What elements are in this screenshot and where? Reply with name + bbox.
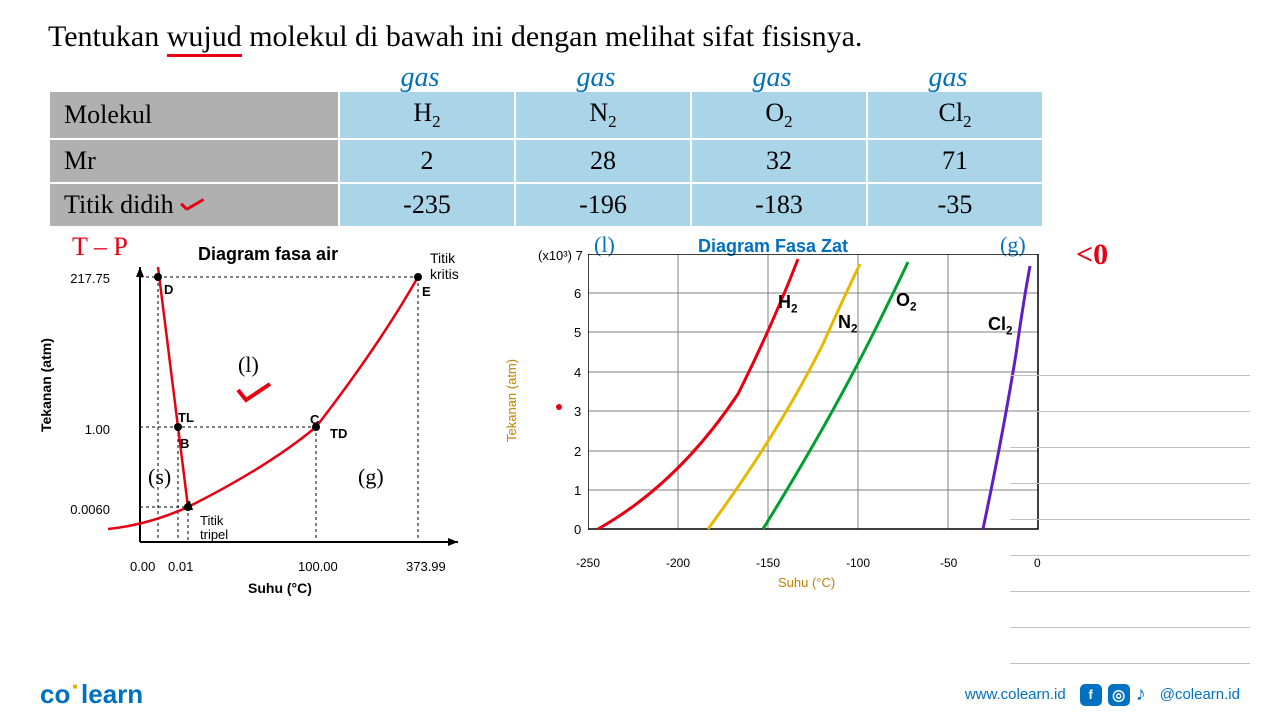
- series-label-cl2: Cl2: [988, 314, 1013, 338]
- xtick: -50: [940, 556, 957, 570]
- series-label-o2: O2: [896, 290, 917, 314]
- cell-cl2: Cl2: [867, 91, 1043, 139]
- tl-label: TL: [178, 410, 194, 425]
- gas-label-3: gas: [684, 62, 860, 94]
- gas-label-1: gas: [332, 62, 508, 94]
- point-c: C: [310, 412, 319, 427]
- left-y-label: Tekanan (atm): [38, 338, 54, 432]
- gas-annotations: gas gas gas gas: [332, 62, 1232, 94]
- footer: co·learn www.colearn.id f ◎ ♪ @colearn.i…: [0, 679, 1280, 710]
- cell-o2: O2: [691, 91, 867, 139]
- check-icon: [180, 197, 204, 215]
- instagram-icon: ◎: [1108, 684, 1130, 706]
- xtick: -250: [576, 556, 600, 570]
- right-chart-svg: [588, 254, 1048, 544]
- less-than-zero-annotation: <0: [1076, 238, 1108, 272]
- right-y-label: Tekanan (atm): [504, 359, 519, 442]
- xtick: -150: [756, 556, 780, 570]
- x10-label: (x10³) 7: [538, 248, 583, 263]
- gas-label-4: gas: [860, 62, 1036, 94]
- title-post: molekul di bawah ini dengan melihat sifa…: [242, 20, 863, 53]
- series-label-n2: N2: [838, 312, 858, 336]
- footer-handle: @colearn.id: [1160, 686, 1240, 703]
- row-head-molekul: Molekul: [49, 91, 339, 139]
- ytick: 2: [574, 444, 581, 459]
- substance-phase-diagram: Diagram Fasa Zat Tekanan (atm) Suhu (°C)…: [498, 232, 1058, 592]
- social-icons: f ◎ ♪: [1080, 683, 1146, 706]
- ytick: 1: [574, 483, 581, 498]
- cell-n2: N2: [515, 91, 691, 139]
- cell-mr-3: 71: [867, 139, 1043, 183]
- right-x-label: Suhu (°C): [778, 575, 835, 590]
- ruled-lines: [1010, 340, 1250, 664]
- cell-mr-0: 2: [339, 139, 515, 183]
- series-label-h2: H2: [778, 292, 798, 316]
- point-b: B: [180, 436, 189, 451]
- triple-point-label: Titiktripel: [200, 514, 228, 543]
- red-dot-marker: [556, 404, 562, 410]
- xtick: -200: [666, 556, 690, 570]
- water-phase-diagram: T – P Diagram fasa air Titikkritis Tekan…: [48, 232, 488, 592]
- cell-td-1: -196: [515, 183, 691, 227]
- solid-annotation: (s): [148, 464, 171, 490]
- cell-td-2: -183: [691, 183, 867, 227]
- gas-annotation: (g): [358, 464, 384, 490]
- ytick: 4: [574, 365, 581, 380]
- colearn-logo: co·learn: [40, 679, 143, 710]
- molecule-table: Molekul H2 N2 O2 Cl2 Mr 2 28 32 71 Titik…: [48, 90, 1044, 228]
- cell-td-3: -35: [867, 183, 1043, 227]
- tp-annotation: T – P: [72, 232, 128, 262]
- tiktok-icon: ♪: [1136, 683, 1146, 706]
- xtick: -100: [846, 556, 870, 570]
- table-row: Molekul H2 N2 O2 Cl2: [49, 91, 1043, 139]
- title-pre: Tentukan: [48, 20, 167, 53]
- footer-url: www.colearn.id: [965, 686, 1066, 703]
- gas-label-2: gas: [508, 62, 684, 94]
- facebook-icon: f: [1080, 684, 1102, 706]
- left-chart-title: Diagram fasa air: [198, 244, 338, 265]
- cell-h2: H2: [339, 91, 515, 139]
- table-row: Titik didih -235 -196 -183 -35: [49, 183, 1043, 227]
- check-liquid-icon: [236, 382, 276, 408]
- ytick: 6: [574, 286, 581, 301]
- ytick: 3: [574, 404, 581, 419]
- point-a: A: [184, 498, 193, 513]
- row-head-titik: Titik didih: [49, 183, 339, 227]
- left-x-label: Suhu (°C): [248, 580, 312, 596]
- row-head-mr: Mr: [49, 139, 339, 183]
- point-e: E: [422, 284, 431, 299]
- td-label: TD: [330, 426, 347, 441]
- cell-td-0: -235: [339, 183, 515, 227]
- left-chart-svg: [88, 267, 468, 567]
- table-row: Mr 2 28 32 71: [49, 139, 1043, 183]
- point-d: D: [164, 282, 173, 297]
- title-underline: wujud: [167, 20, 242, 57]
- ytick: 0: [574, 522, 581, 537]
- ytick: 5: [574, 325, 581, 340]
- cell-mr-2: 32: [691, 139, 867, 183]
- question-title: Tentukan wujud molekul di bawah ini deng…: [48, 20, 1232, 54]
- cell-mr-1: 28: [515, 139, 691, 183]
- liquid-annotation: (l): [238, 352, 259, 378]
